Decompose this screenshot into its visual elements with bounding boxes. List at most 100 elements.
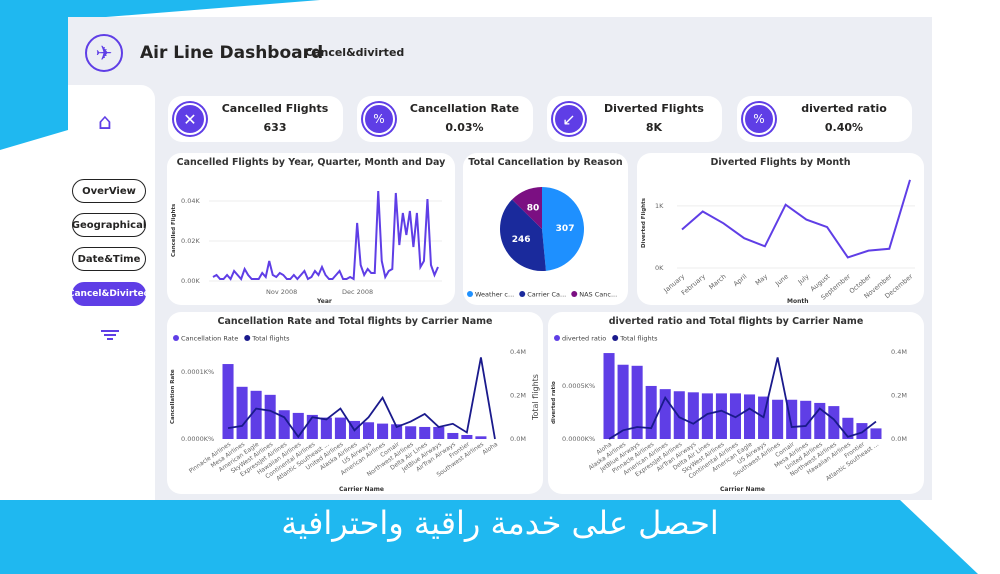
bar xyxy=(433,426,445,439)
kpi-value: 8K xyxy=(645,121,663,134)
y-axis-label: Cancelled Flights xyxy=(171,203,177,257)
x-tick-label: March xyxy=(707,272,727,291)
y-tick-label: 0K xyxy=(655,264,664,272)
y-axis-label: Diverted Flights xyxy=(641,197,647,248)
pie-slice xyxy=(512,187,542,229)
bar xyxy=(292,412,304,439)
kpi-diverted-ratio: % diverted ratio 0.40% xyxy=(737,96,912,142)
chart-cancellation-by-carrier: Cancellation Rate and Total flights by C… xyxy=(167,312,543,494)
legend-marker xyxy=(519,291,526,297)
x-axis-label: Carrier Name xyxy=(720,486,765,493)
bar xyxy=(786,399,798,439)
kpi-cancelled-flights: ✕ Cancelled Flights 633 xyxy=(168,96,343,142)
y-tick-label: 1K xyxy=(655,202,664,210)
x-axis-label: Carrier Name xyxy=(339,486,384,493)
filter-icon[interactable] xyxy=(101,328,119,342)
diverted-percent-icon: % xyxy=(743,103,775,135)
chart-title: diverted ratio and Total flights by Carr… xyxy=(608,316,864,327)
bar xyxy=(461,434,473,439)
bar xyxy=(645,385,657,439)
cancel-percent-icon: % xyxy=(363,103,395,135)
y-tick-label: 0.04K xyxy=(181,197,200,205)
series-line xyxy=(212,190,439,281)
close-circle-icon: ✕ xyxy=(174,103,206,135)
bar xyxy=(673,391,685,439)
bar xyxy=(306,414,318,439)
kpi-cancellation-rate: % Cancellation Rate 0.03% xyxy=(357,96,533,142)
y2-tick-label: 0.4M xyxy=(510,348,526,356)
y2-tick-label: 0.2M xyxy=(510,392,526,400)
bar xyxy=(419,426,431,439)
bar xyxy=(405,426,417,439)
legend-label: Total flights xyxy=(251,335,290,343)
bar xyxy=(744,394,756,439)
legend-label: diverted ratio xyxy=(562,335,606,343)
y-axis-label: Cancellation Rate xyxy=(170,369,176,424)
x-tick-label: Nov 2008 xyxy=(266,288,297,296)
nav-overview[interactable]: OverView xyxy=(72,179,146,203)
nav-geographical[interactable]: Geographical xyxy=(72,213,146,237)
kpi-title: Cancelled Flights xyxy=(221,102,329,115)
x-axis-label: Year xyxy=(316,298,332,305)
bar xyxy=(222,364,234,439)
bar xyxy=(377,423,389,439)
x-tick-label: April xyxy=(732,272,749,288)
y-tick-label: 0.02K xyxy=(181,237,200,245)
airplane-icon: ✈ xyxy=(85,34,123,72)
x-tick-label: Dec 2008 xyxy=(342,288,373,296)
diverted-arrow-icon: ↙ xyxy=(553,103,585,135)
bar xyxy=(842,417,854,439)
bar xyxy=(800,400,812,439)
y-tick-label: 0.0001K% xyxy=(181,368,214,376)
legend-marker xyxy=(554,335,560,341)
kpi-value: 0.40% xyxy=(824,121,864,134)
x-axis-label: Month xyxy=(787,298,809,305)
bar xyxy=(856,423,868,439)
chart-title: Cancelled Flights by Year, Quarter, Mont… xyxy=(176,157,446,168)
bar xyxy=(870,428,882,439)
bar xyxy=(631,365,643,439)
pie-slice xyxy=(542,187,584,271)
x-tick-label: June xyxy=(773,272,790,288)
chart-diverted-by-carrier: diverted ratio and Total flights by Carr… xyxy=(548,312,924,494)
y2-tick-label: 0.2M xyxy=(891,392,907,400)
dashboard: ✈ Air Line Dashboard Cancel&divirted ⌂ O… xyxy=(68,17,932,500)
legend-marker xyxy=(173,335,179,341)
bar xyxy=(715,393,727,439)
bar xyxy=(814,402,826,439)
nav-date-time[interactable]: Date&Time xyxy=(72,247,146,271)
bar xyxy=(363,422,375,439)
bar xyxy=(701,393,713,439)
bar xyxy=(475,436,487,439)
home-icon[interactable]: ⌂ xyxy=(98,110,112,135)
bar xyxy=(391,424,403,439)
bar xyxy=(729,393,741,439)
bar xyxy=(264,394,276,439)
bar xyxy=(334,417,346,439)
legend-marker xyxy=(244,335,251,341)
kpi-diverted-flights: ↙ Diverted Flights 8K xyxy=(547,96,722,142)
bar xyxy=(447,432,459,439)
chart-diverted-by-month: Diverted Flights by Month 0K 1K January Feb… xyxy=(637,153,924,305)
bar xyxy=(250,390,262,439)
bar xyxy=(772,399,784,439)
bar xyxy=(687,392,699,439)
sidebar: ⌂ OverView Geographical Date&Time Cancel… xyxy=(68,85,155,500)
bar xyxy=(278,410,290,439)
y-tick-label: 0.0000K% xyxy=(181,435,214,443)
y2-tick-label: 0.0M xyxy=(891,435,907,443)
bar xyxy=(617,364,629,439)
kpi-value: 633 xyxy=(263,121,287,134)
x-tick-label: Aloha xyxy=(481,441,499,457)
nav-cancel-diverted[interactable]: Cancel&Divirted xyxy=(68,282,150,306)
legend-marker xyxy=(467,291,473,297)
kpi-title: Cancellation Rate xyxy=(409,102,520,115)
bar xyxy=(828,406,840,439)
pie-data-label: 307 xyxy=(556,224,575,234)
x-tick-label: July xyxy=(796,272,811,286)
y-tick-label: 0.0005K% xyxy=(562,382,595,390)
legend-label: Total flights xyxy=(619,335,658,343)
chart-cancelled-flights: Cancelled Flights by Year, Quarter, Mont… xyxy=(167,153,455,305)
bar xyxy=(659,389,671,439)
kpi-value: 0.03% xyxy=(445,121,484,134)
